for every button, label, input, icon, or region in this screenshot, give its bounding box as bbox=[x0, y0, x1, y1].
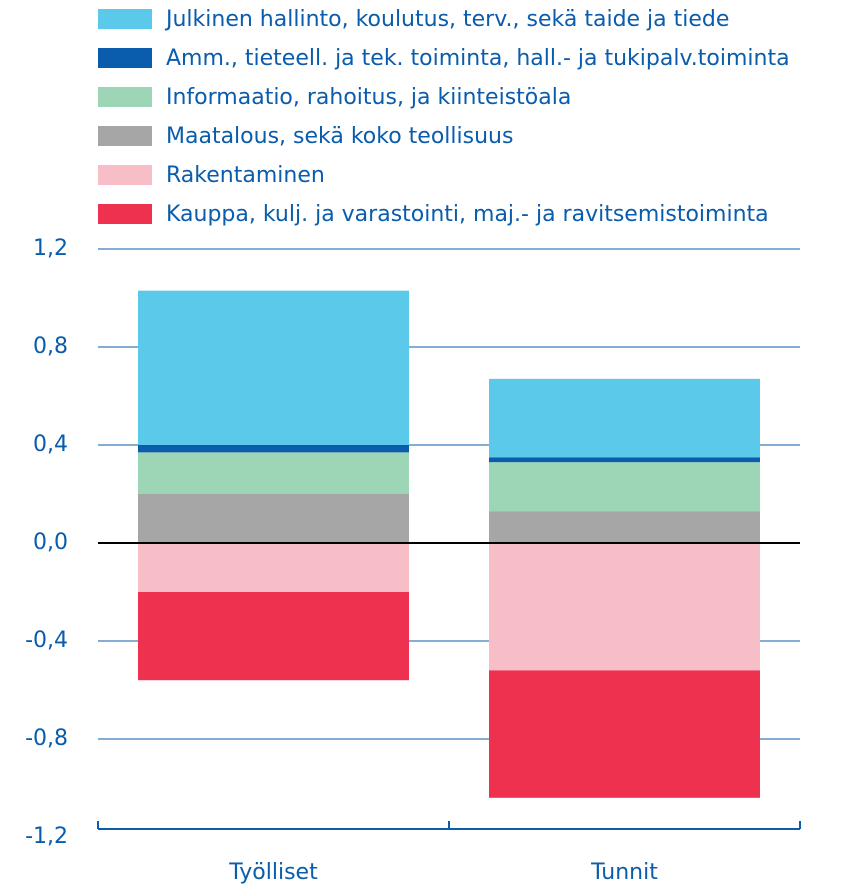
legend-label: Informaatio, rahoitus, ja kiinteistöala bbox=[166, 85, 571, 110]
bar-segment bbox=[138, 494, 409, 543]
x-tick-label: Työlliset bbox=[228, 860, 318, 885]
legend-swatch bbox=[98, 48, 152, 68]
legend-swatch bbox=[98, 204, 152, 224]
legend-label: Rakentaminen bbox=[166, 163, 325, 188]
y-tick-label: -0,8 bbox=[25, 726, 68, 751]
bar-segment bbox=[489, 511, 760, 543]
x-tick-label: Tunnit bbox=[590, 860, 658, 885]
y-tick-label: 0,0 bbox=[33, 530, 68, 555]
bar-segment bbox=[138, 543, 409, 592]
y-tick-label: 1,2 bbox=[33, 236, 68, 261]
y-tick-label: 0,8 bbox=[33, 334, 68, 359]
bar-segment bbox=[138, 452, 409, 494]
legend-label: Kauppa, kulj. ja varastointi, maj.- ja r… bbox=[166, 202, 769, 227]
bar-segment bbox=[489, 543, 760, 671]
y-tick-label: -0,4 bbox=[25, 628, 68, 653]
bar-segment bbox=[489, 462, 760, 512]
legend-label: Julkinen hallinto, koulutus, terv., sekä… bbox=[164, 7, 729, 32]
bar-segment bbox=[138, 290, 409, 445]
legend-swatch bbox=[98, 126, 152, 146]
legend-swatch bbox=[98, 87, 152, 107]
y-tick-label: -1,2 bbox=[25, 824, 68, 849]
legend-swatch bbox=[98, 165, 152, 185]
bar-segment bbox=[489, 378, 760, 458]
legend-label: Amm., tieteell. ja tek. toiminta, hall.-… bbox=[166, 46, 790, 71]
bar-segment bbox=[489, 457, 760, 463]
y-tick-label: 0,4 bbox=[33, 432, 68, 457]
bar-segment bbox=[138, 445, 409, 453]
bar-segment bbox=[138, 592, 409, 681]
legend-label: Maatalous, sekä koko teollisuus bbox=[166, 124, 513, 149]
legend-swatch bbox=[98, 9, 152, 29]
bar-segment bbox=[489, 670, 760, 798]
